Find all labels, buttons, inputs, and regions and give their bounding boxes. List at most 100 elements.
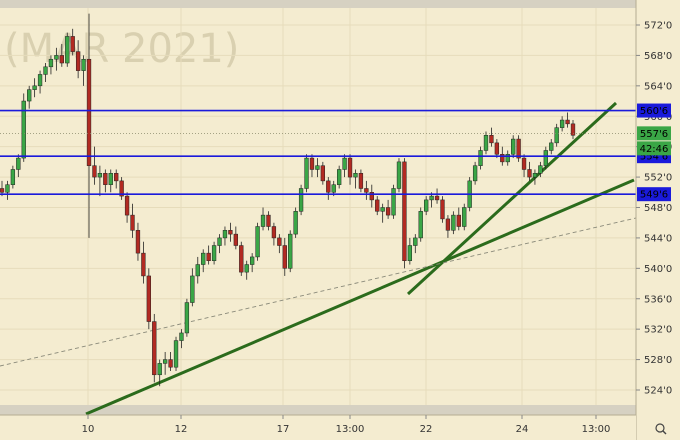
candle-body-69 xyxy=(375,199,380,212)
candle-body-19 xyxy=(103,173,108,185)
candle-body-104 xyxy=(565,119,570,125)
candle-body-53 xyxy=(288,233,293,269)
price-tags: 560'6 554'6 549'6 557'6 42:46 xyxy=(637,103,671,202)
candle-body-54 xyxy=(293,211,298,235)
candle-body-105 xyxy=(570,123,576,136)
magnifier-icon[interactable] xyxy=(655,423,667,435)
candle-body-14 xyxy=(75,51,81,71)
candle-body-77 xyxy=(418,211,423,239)
countdown-tag xyxy=(637,141,671,156)
candle-body-36 xyxy=(195,264,200,277)
candle-body-64 xyxy=(347,157,353,178)
candle-body-63 xyxy=(342,157,347,170)
y-tick-label-12: 524'0 xyxy=(644,386,672,397)
candle-body-98 xyxy=(532,173,538,178)
candle-body-23 xyxy=(124,195,130,216)
candle-body-51 xyxy=(277,237,282,246)
candle-body-87 xyxy=(472,165,478,182)
y-tick-label-1: 568'0 xyxy=(644,51,672,62)
candle-body-78 xyxy=(424,199,429,212)
candle-body-44 xyxy=(239,245,244,273)
candle-body-4 xyxy=(21,100,26,159)
candle-body-95 xyxy=(516,138,521,159)
top-band xyxy=(0,0,636,8)
trendline-0 xyxy=(85,178,635,416)
candle-body-92 xyxy=(500,154,505,163)
candle-body-56 xyxy=(304,157,309,189)
candle-body-99 xyxy=(538,165,543,174)
candle-body-101 xyxy=(549,142,554,151)
candle-body-16 xyxy=(86,58,92,166)
x-tick-label-2: 17 xyxy=(277,424,290,435)
candle-body-84 xyxy=(456,214,461,227)
candle-body-70 xyxy=(380,207,385,212)
candle-body-52 xyxy=(282,245,287,269)
candle-body-12 xyxy=(65,36,70,64)
candle-body-76 xyxy=(413,237,418,246)
y-tick-label-2: 564'0 xyxy=(644,81,672,92)
candle-body-55 xyxy=(298,188,304,212)
candle-body-49 xyxy=(266,214,271,227)
level-tag-label-2: 549'6 xyxy=(640,190,668,201)
candle-body-32 xyxy=(173,340,179,368)
current-price-tag xyxy=(637,126,671,141)
chart-watermark: (MAR 2021) xyxy=(4,26,239,72)
candle-body-62 xyxy=(337,169,342,185)
level-tag-label-0: 560'6 xyxy=(640,106,668,117)
candle-body-90 xyxy=(489,135,494,144)
candle-body-58 xyxy=(315,165,320,170)
candle-body-9 xyxy=(48,58,54,68)
candle-body-59 xyxy=(320,165,326,182)
candle-body-13 xyxy=(70,36,75,52)
candle-body-39 xyxy=(211,245,217,261)
candle-body-88 xyxy=(478,150,483,166)
candle-body-1 xyxy=(5,184,10,193)
candle-body-7 xyxy=(37,74,43,87)
y-tick-label-6: 548'0 xyxy=(644,203,672,214)
candle-body-37 xyxy=(201,252,206,265)
trendline-1 xyxy=(406,101,618,296)
candle-body-85 xyxy=(462,207,467,227)
candle-body-40 xyxy=(217,237,222,246)
candle-body-96 xyxy=(521,157,527,170)
y-tick-label-5: 552'0 xyxy=(644,173,672,184)
level-tag-2 xyxy=(637,187,671,202)
candle-body-81 xyxy=(440,199,445,220)
horizontal-levels[interactable] xyxy=(0,109,636,195)
x-axis-ticks: 10 12 17 13:00 22 24 13:00 xyxy=(82,415,611,435)
countdown-label: 42:46 xyxy=(640,144,669,155)
candle-body-61 xyxy=(331,184,336,193)
trendline-2 xyxy=(0,217,637,367)
current-price-label: 557'6 xyxy=(640,129,668,140)
candle-body-20 xyxy=(108,173,113,185)
candle-body-18 xyxy=(97,173,103,178)
candle-body-5 xyxy=(27,89,32,102)
candle-body-26 xyxy=(141,252,146,277)
y-tick-label-11: 528'0 xyxy=(644,355,672,366)
candle-body-34 xyxy=(184,302,190,334)
candle-body-72 xyxy=(391,188,396,216)
x-tick-label-5: 24 xyxy=(516,424,529,435)
candle-body-65 xyxy=(353,173,358,178)
y-axis-panel[interactable] xyxy=(636,0,680,440)
candle-body-67 xyxy=(364,188,369,193)
candle-body-80 xyxy=(434,195,440,201)
candle-body-45 xyxy=(244,264,249,273)
y-tick-label-7: 544'0 xyxy=(644,233,672,244)
candle-body-83 xyxy=(451,214,456,231)
candle-body-57 xyxy=(309,157,315,170)
x-axis-panel[interactable] xyxy=(0,415,636,440)
candle-body-24 xyxy=(130,214,135,231)
candle-body-75 xyxy=(407,245,413,261)
candlesticks xyxy=(0,13,576,387)
candle-body-46 xyxy=(249,256,255,265)
candle-body-31 xyxy=(168,359,173,368)
candle-body-82 xyxy=(445,218,451,231)
x-tick-label-0: 10 xyxy=(82,424,95,435)
candle-body-38 xyxy=(206,252,211,261)
candle-body-11 xyxy=(59,55,64,64)
x-tick-label-4: 22 xyxy=(420,424,433,435)
x-tick-label-6: 13:00 xyxy=(582,424,611,435)
candle-body-60 xyxy=(326,180,331,193)
